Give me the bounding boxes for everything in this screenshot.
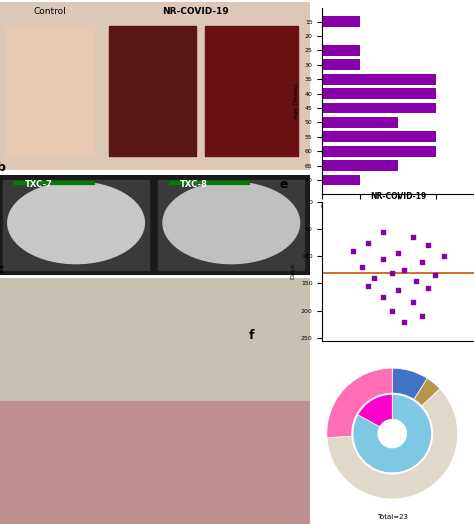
Point [394, 249, 402, 258]
Text: e: e [280, 178, 288, 191]
Text: TXC-7: TXC-7 [25, 180, 53, 189]
Bar [109, 26, 196, 156]
Bar [322, 132, 436, 142]
Point [419, 312, 426, 320]
Text: TXC-8: TXC-8 [180, 180, 208, 189]
Point [401, 266, 408, 274]
Wedge shape [353, 395, 431, 473]
Bar [322, 88, 436, 99]
Title: NR-COVID-19: NR-COVID-19 [370, 192, 426, 201]
Text: NR-COVID-19: NR-COVID-19 [162, 7, 229, 16]
Bar [6, 26, 93, 156]
Point [425, 241, 432, 249]
Point [440, 252, 447, 260]
Bar [0, 278, 310, 401]
Point [370, 274, 378, 282]
X-axis label: Number of patients: Number of patients [368, 214, 428, 219]
Wedge shape [392, 368, 427, 399]
Ellipse shape [8, 182, 145, 264]
Bar [322, 16, 360, 27]
Bar [322, 174, 360, 185]
Point [388, 307, 396, 315]
Text: Control: Control [33, 7, 66, 16]
Point [364, 282, 372, 290]
Wedge shape [358, 395, 392, 427]
Point [431, 271, 438, 279]
Text: f: f [248, 329, 254, 342]
Bar [322, 60, 360, 70]
Point [364, 238, 372, 247]
Text: a: a [0, 0, 5, 2]
Wedge shape [327, 368, 392, 438]
Text: b: b [0, 161, 6, 174]
Bar [322, 117, 398, 128]
Bar [0, 401, 310, 524]
Y-axis label: Age (Years): Age (Years) [294, 83, 299, 118]
Wedge shape [414, 378, 440, 406]
Ellipse shape [163, 182, 300, 264]
Point [379, 293, 387, 301]
Point [419, 257, 426, 266]
Point [410, 298, 417, 307]
Point [412, 277, 420, 285]
Point [379, 255, 387, 263]
Point [410, 233, 417, 242]
Point [394, 286, 402, 294]
Point [401, 318, 408, 326]
Point [425, 283, 432, 292]
Bar [322, 160, 398, 171]
Text: c: c [0, 263, 4, 276]
Bar [322, 74, 436, 85]
Wedge shape [327, 389, 457, 499]
Bar [322, 45, 360, 56]
Text: d: d [280, 0, 289, 4]
Bar [205, 26, 298, 156]
Point [388, 268, 396, 277]
Text: Total=23: Total=23 [377, 515, 408, 520]
Point [379, 227, 387, 236]
Y-axis label: Days: Days [290, 263, 295, 279]
Point [358, 263, 365, 271]
Bar [322, 146, 436, 157]
Bar [322, 103, 436, 114]
Point [349, 247, 356, 255]
